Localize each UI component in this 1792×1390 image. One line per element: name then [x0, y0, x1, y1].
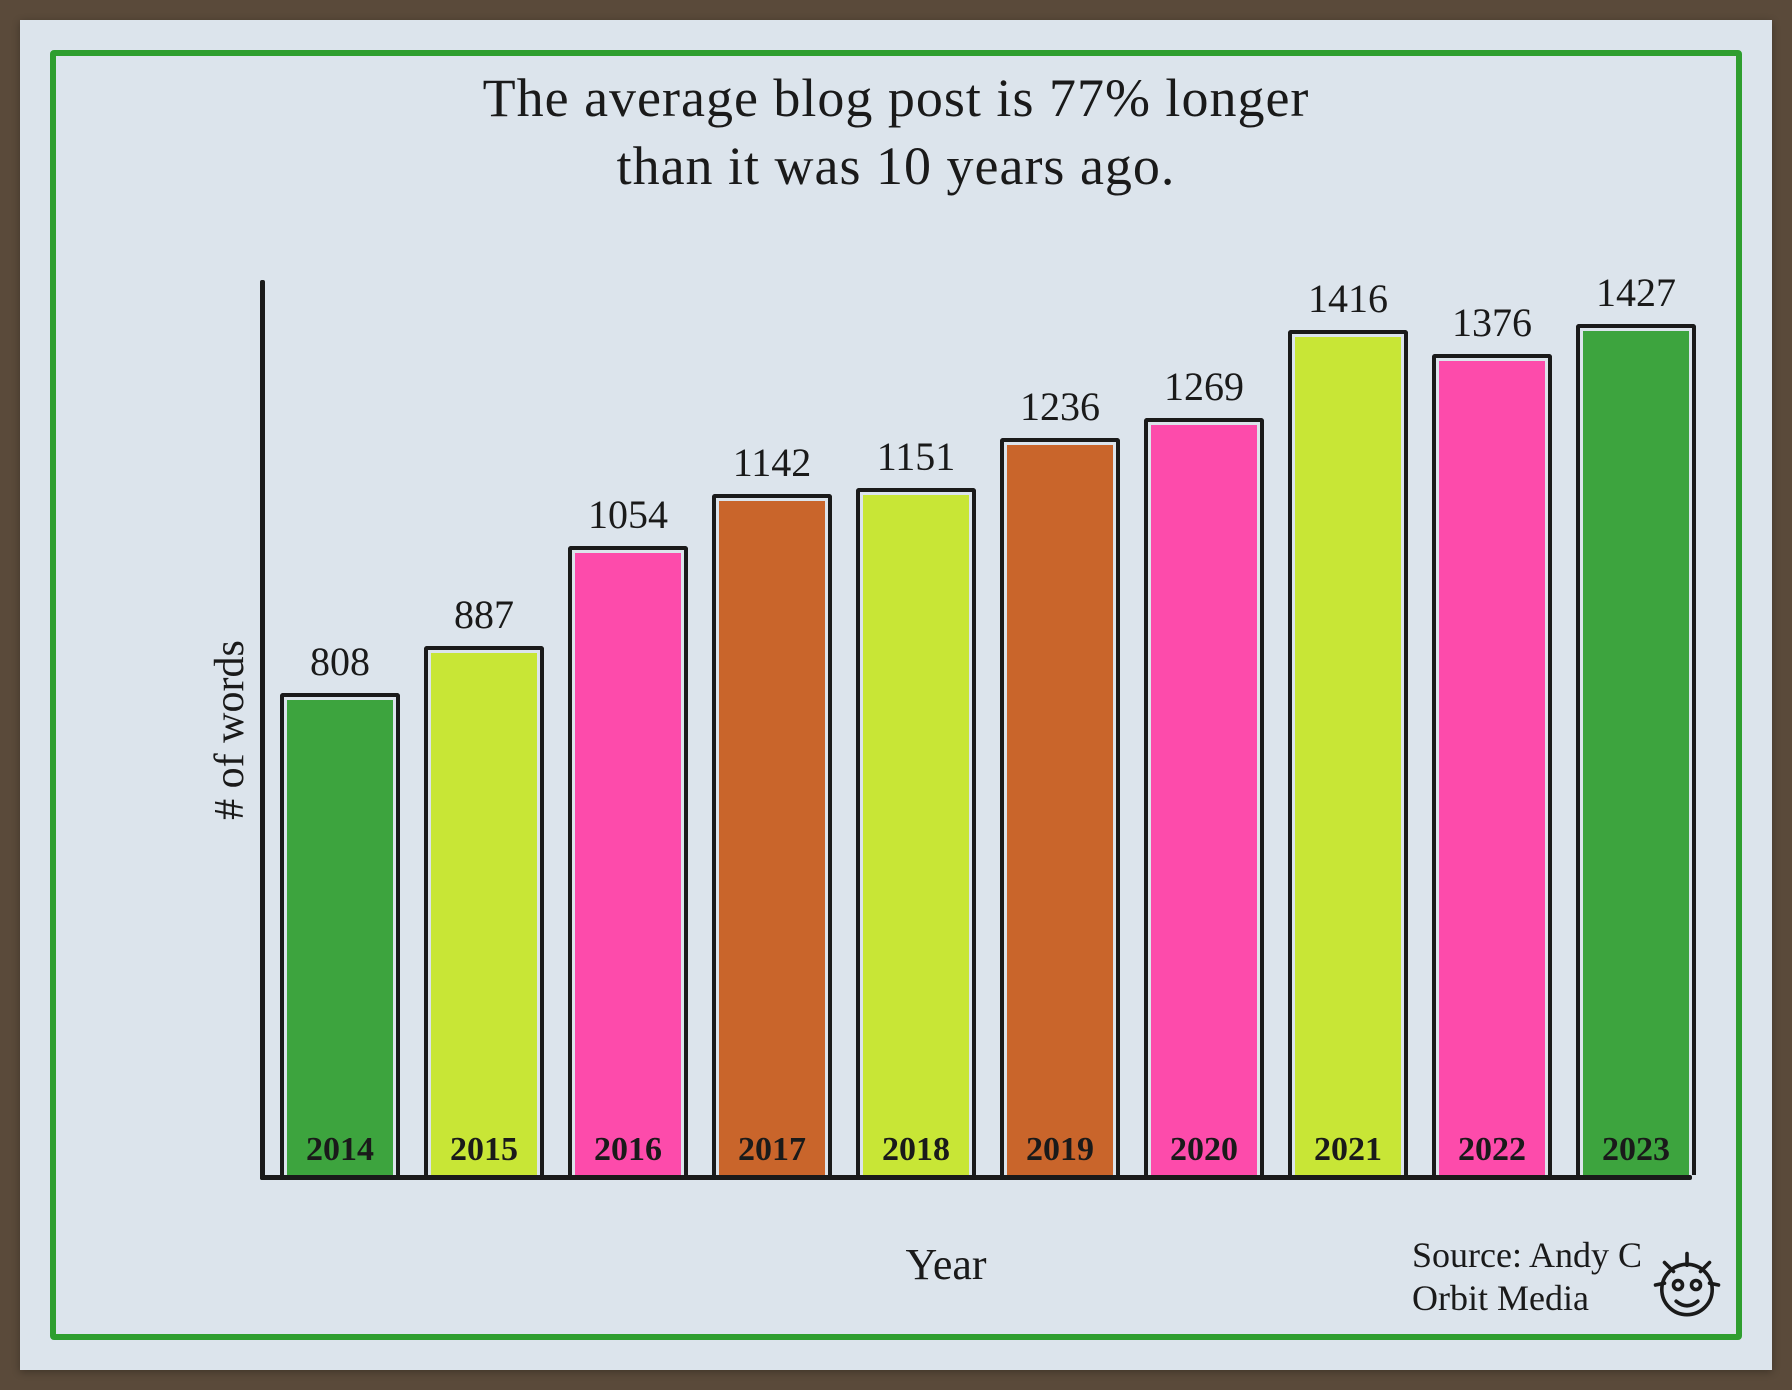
bar-value-label: 887: [454, 591, 514, 638]
y-axis: [260, 280, 265, 1180]
y-axis-label: # of words: [206, 640, 254, 820]
bar-year-label: 2022: [1458, 1131, 1526, 1169]
bar-value-label: 1376: [1452, 299, 1532, 346]
source-label: Source:: [1412, 1235, 1522, 1275]
bar-rect: [280, 693, 400, 1175]
source-attribution: Source: Andy C Orbit Media: [1412, 1234, 1642, 1320]
bar-year-label: 2020: [1170, 1131, 1238, 1169]
bar-value-label: 1269: [1164, 363, 1244, 410]
source-org: Orbit Media: [1412, 1278, 1589, 1318]
bar-2023: 14272023: [1576, 324, 1696, 1175]
paper-background: The average blog post is 77% longer than…: [20, 20, 1772, 1370]
chart-title: The average blog post is 77% longer than…: [20, 65, 1772, 200]
bar-year-label: 2014: [306, 1131, 374, 1169]
bar-2018: 11512018: [856, 488, 976, 1175]
bar-2014: 8082014: [280, 693, 400, 1175]
bar-year-label: 2016: [594, 1131, 662, 1169]
bar-value-label: 1142: [733, 439, 812, 486]
bar-year-label: 2015: [450, 1131, 518, 1169]
bar-2017: 11422017: [712, 494, 832, 1175]
bar-rect: [568, 546, 688, 1175]
bar-year-label: 2023: [1602, 1131, 1670, 1169]
bar-rect: [1288, 330, 1408, 1175]
bar-value-label: 1236: [1020, 383, 1100, 430]
bar-rect: [856, 488, 976, 1175]
bar-year-label: 2019: [1026, 1131, 1094, 1169]
bar-rect: [424, 646, 544, 1175]
bar-2020: 12692020: [1144, 418, 1264, 1175]
bar-rect: [1144, 418, 1264, 1175]
bar-year-label: 2021: [1314, 1131, 1382, 1169]
title-line-2: than it was 10 years ago.: [617, 136, 1176, 196]
bar-value-label: 1054: [588, 491, 668, 538]
bar-year-label: 2017: [738, 1131, 806, 1169]
bar-rect: [1576, 324, 1696, 1175]
bar-year-label: 2018: [882, 1131, 950, 1169]
bar-value-label: 808: [310, 638, 370, 685]
bar-value-label: 1427: [1596, 269, 1676, 316]
bar-rect: [712, 494, 832, 1175]
source-name: Andy C: [1529, 1235, 1642, 1275]
bar-2022: 13762022: [1432, 354, 1552, 1175]
bars-container: 8082014887201510542016114220171151201812…: [280, 280, 1692, 1175]
bar-value-label: 1151: [877, 433, 956, 480]
bar-2019: 12362019: [1000, 438, 1120, 1175]
bar-2016: 10542016: [568, 546, 688, 1175]
face-doodle-icon: [1642, 1240, 1732, 1330]
bar-rect: [1432, 354, 1552, 1175]
title-line-1: The average blog post is 77% longer: [483, 68, 1310, 128]
bar-value-label: 1416: [1308, 275, 1388, 322]
bar-2015: 8872015: [424, 646, 544, 1175]
x-axis: [260, 1175, 1692, 1180]
bar-chart: # of words Year 808201488720151054201611…: [200, 280, 1692, 1180]
bar-rect: [1000, 438, 1120, 1175]
bar-2021: 14162021: [1288, 330, 1408, 1175]
